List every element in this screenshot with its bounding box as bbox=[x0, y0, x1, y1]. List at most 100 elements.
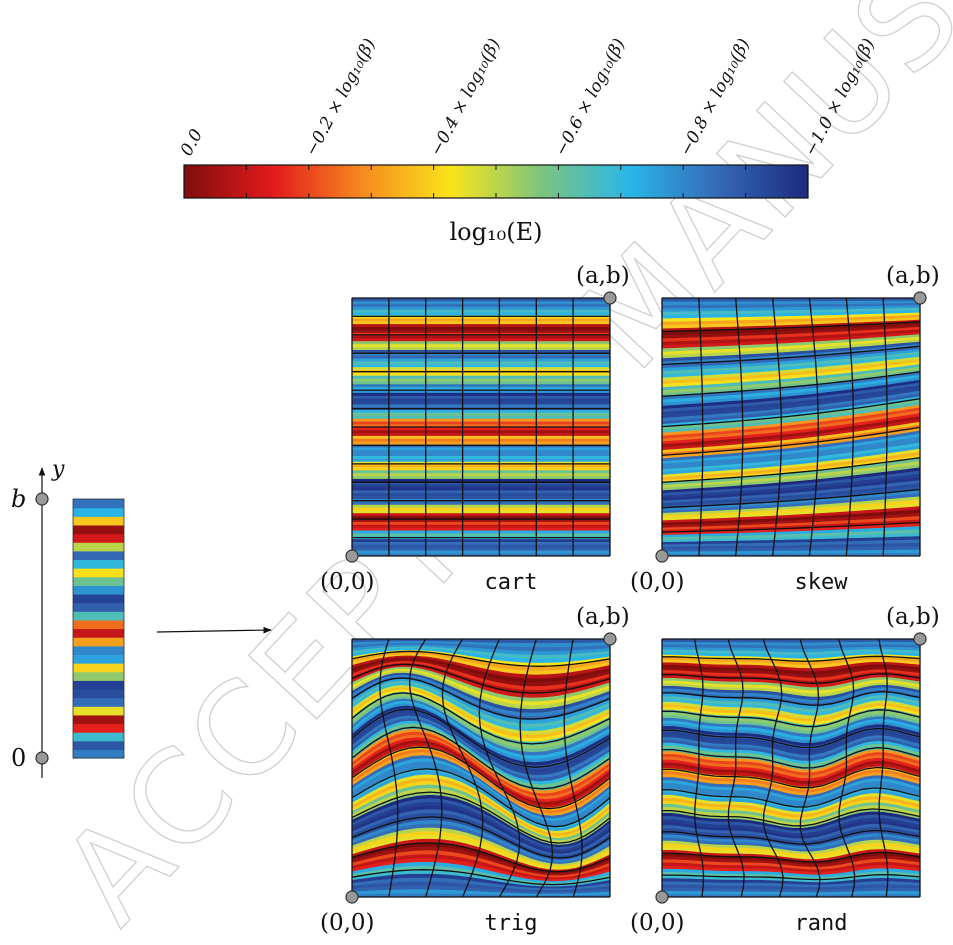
mesh-lines bbox=[351, 638, 611, 898]
layer-strip bbox=[351, 464, 611, 468]
layer-strip bbox=[351, 380, 611, 385]
layer-strip bbox=[351, 312, 611, 316]
layer-strip bbox=[351, 509, 611, 514]
mesh-row-line bbox=[661, 321, 921, 333]
far-corner-node bbox=[913, 291, 927, 305]
mesh-name: skew bbox=[795, 570, 849, 595]
mesh-row-line bbox=[351, 726, 611, 790]
mesh-row-line bbox=[662, 808, 921, 827]
mesh-name: rand bbox=[795, 911, 848, 936]
far-corner-label: (a,b) bbox=[576, 604, 630, 630]
layer-strip bbox=[351, 303, 611, 307]
mesh-row-line bbox=[661, 851, 921, 863]
mesh-row-line bbox=[661, 457, 921, 483]
mesh-name: trig bbox=[485, 911, 538, 936]
layer-strip bbox=[351, 421, 611, 425]
layer-strip bbox=[351, 378, 611, 382]
layer-strip bbox=[351, 449, 611, 454]
layer-strip bbox=[351, 527, 611, 531]
far-corner-node bbox=[603, 291, 617, 305]
layer-strip bbox=[351, 478, 611, 482]
mesh-column-line bbox=[771, 297, 783, 557]
mesh-column-line bbox=[882, 297, 888, 557]
layer-strip bbox=[351, 415, 611, 419]
mesh-row-line bbox=[662, 874, 921, 881]
layer-strip bbox=[351, 504, 611, 508]
mesh-row-line bbox=[661, 488, 921, 509]
mesh-column-line bbox=[727, 638, 745, 898]
layer-strip bbox=[351, 544, 611, 548]
layer-strip bbox=[351, 466, 611, 471]
mesh-row-line bbox=[662, 655, 921, 662]
layer-strip bbox=[351, 398, 611, 402]
layer-strip bbox=[351, 366, 611, 370]
bottom-label: 0 bbox=[11, 744, 26, 772]
column-layer bbox=[73, 559, 124, 569]
origin-label: (0,0) bbox=[630, 569, 685, 595]
layer-strip bbox=[351, 323, 611, 327]
column-layer bbox=[73, 671, 124, 681]
column-layer bbox=[73, 723, 124, 733]
layer-strip bbox=[351, 335, 611, 339]
layer-strip bbox=[351, 412, 611, 416]
layer-strip bbox=[351, 484, 611, 488]
mesh-row-line bbox=[351, 677, 611, 720]
column-layer bbox=[73, 706, 124, 716]
column-layer bbox=[73, 619, 124, 630]
mesh-row-line bbox=[661, 426, 921, 456]
layer-strip bbox=[351, 435, 611, 439]
mesh-panels: (0,0)(a,b)cart (0,0)(a,b)skew(0,0)(a,b)tr… bbox=[320, 263, 940, 936]
mesh-panel-cart: (0,0) (a,b) cart bbox=[320, 263, 630, 595]
layer-strip bbox=[351, 475, 611, 479]
mesh-row-line bbox=[351, 816, 611, 859]
column-layer bbox=[73, 732, 124, 742]
column-layer bbox=[73, 688, 124, 699]
mesh-column-line bbox=[878, 638, 889, 898]
layer-strip bbox=[351, 329, 611, 333]
colorbar-tick-label: −0.6 × log₁₀(β) bbox=[551, 36, 630, 160]
mesh-panel-rand: (0,0) (a,b) rand bbox=[630, 604, 940, 936]
layer-strip bbox=[351, 375, 611, 379]
layer-strip bbox=[351, 515, 611, 519]
layer-strip bbox=[351, 512, 611, 517]
layer-strip bbox=[351, 458, 611, 462]
mesh-row-line bbox=[662, 829, 921, 845]
far-corner-node bbox=[913, 632, 927, 646]
column-layer bbox=[73, 645, 124, 655]
mesh-row-line bbox=[661, 371, 921, 397]
origin-label: (0,0) bbox=[320, 569, 375, 595]
layer-strip bbox=[351, 486, 611, 491]
mesh-name: cart bbox=[485, 570, 538, 595]
far-corner-label: (a,b) bbox=[886, 604, 940, 630]
layer-strip bbox=[351, 306, 611, 310]
layer-strip bbox=[351, 372, 611, 376]
mesh-column-line bbox=[563, 638, 583, 898]
mesh-row-line bbox=[351, 692, 611, 745]
colorbar-label: log₁₀(E) bbox=[450, 218, 543, 246]
layer-strip bbox=[351, 392, 611, 396]
layer-strip bbox=[351, 452, 611, 456]
mesh-row-line bbox=[351, 768, 611, 828]
mesh-row-line bbox=[351, 791, 611, 844]
origin-node bbox=[345, 549, 359, 563]
column-layer bbox=[73, 576, 124, 586]
layer-strip bbox=[351, 386, 611, 390]
mesh-lines bbox=[661, 297, 921, 557]
column-layer bbox=[73, 749, 124, 759]
layer-strip bbox=[351, 300, 611, 304]
layer-strip bbox=[351, 429, 611, 433]
layer-strip bbox=[351, 521, 611, 525]
top-label: b bbox=[11, 485, 26, 513]
layer-strip bbox=[351, 472, 611, 476]
layer-strip bbox=[351, 357, 611, 362]
mesh-row-line bbox=[351, 708, 611, 768]
column-layer bbox=[73, 542, 124, 552]
layer-strip bbox=[351, 400, 611, 405]
layer-strip bbox=[351, 501, 611, 505]
layer-strip bbox=[351, 349, 611, 353]
column-layer bbox=[73, 507, 124, 517]
far-corner-label: (a,b) bbox=[576, 263, 630, 289]
layer-strip bbox=[351, 495, 611, 499]
layer-strip bbox=[351, 409, 611, 413]
y-axis-label: y bbox=[51, 457, 65, 482]
